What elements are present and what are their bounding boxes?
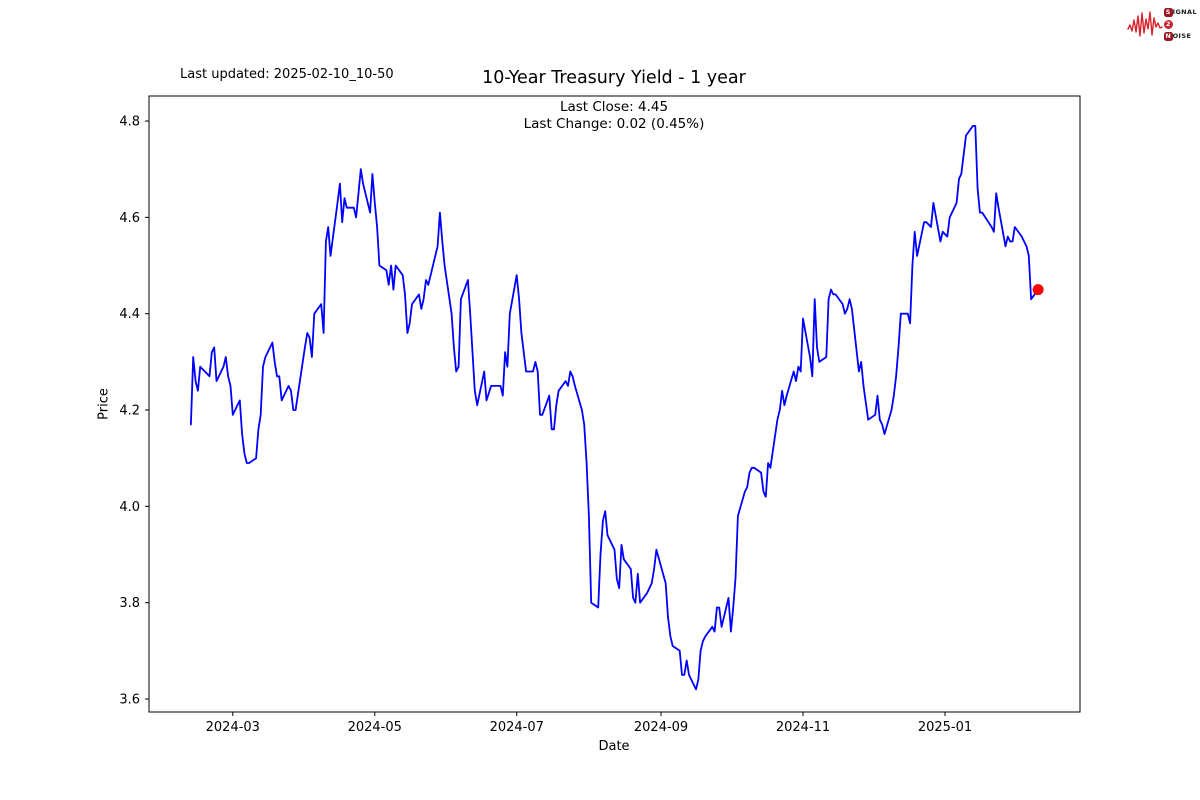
x-tick-label: 2024-11 [776,720,830,735]
logo-word-signal: IGNAL [1172,7,1197,16]
y-tick-label: 4.8 [119,115,140,130]
y-tick-label: 3.6 [119,692,140,707]
x-tick-label: 2024-03 [206,720,260,735]
y-tick-label: 4.0 [119,500,140,515]
x-tick-label: 2024-07 [490,720,544,735]
y-tick-label: 3.8 [119,596,140,611]
last-updated-text: Last updated: 2025-02-10_10-50 [180,67,394,82]
y-tick-label: 4.6 [119,211,140,226]
chart-title: 10-Year Treasury Yield - 1 year [482,68,746,88]
x-tick-label: 2024-09 [634,720,688,735]
y-tick-label: 4.4 [119,307,140,322]
x-tick-label: 2025-01 [918,720,972,735]
logo-word-noise: OISE [1172,31,1192,40]
last-change-text: Last Change: 0.02 (0.45%) [523,116,705,132]
last-close-text: Last Close: 4.45 [559,99,669,115]
logo-badge-2: 2 [1163,19,1173,29]
logo-badge-n: N [1163,31,1173,41]
waveform-icon [1126,11,1163,37]
y-tick-label: 4.2 [119,404,140,419]
logo-text: S IGNAL 2 N OISE [1163,7,1197,42]
logo-row-2: 2 [1163,19,1197,30]
price-line [189,125,1039,691]
last-close-marker [1032,284,1044,296]
x-axis-label: Date [598,739,630,754]
signal2noise-logo: S IGNAL 2 N OISE [1126,5,1197,43]
y-axis-label: Price [96,388,112,420]
logo-row-noise: N OISE [1163,31,1197,42]
plot-border [148,95,1081,713]
logo-row-signal: S IGNAL [1163,7,1197,18]
x-tick-label: 2024-05 [348,720,402,735]
logo-badge-s: S [1163,7,1173,17]
